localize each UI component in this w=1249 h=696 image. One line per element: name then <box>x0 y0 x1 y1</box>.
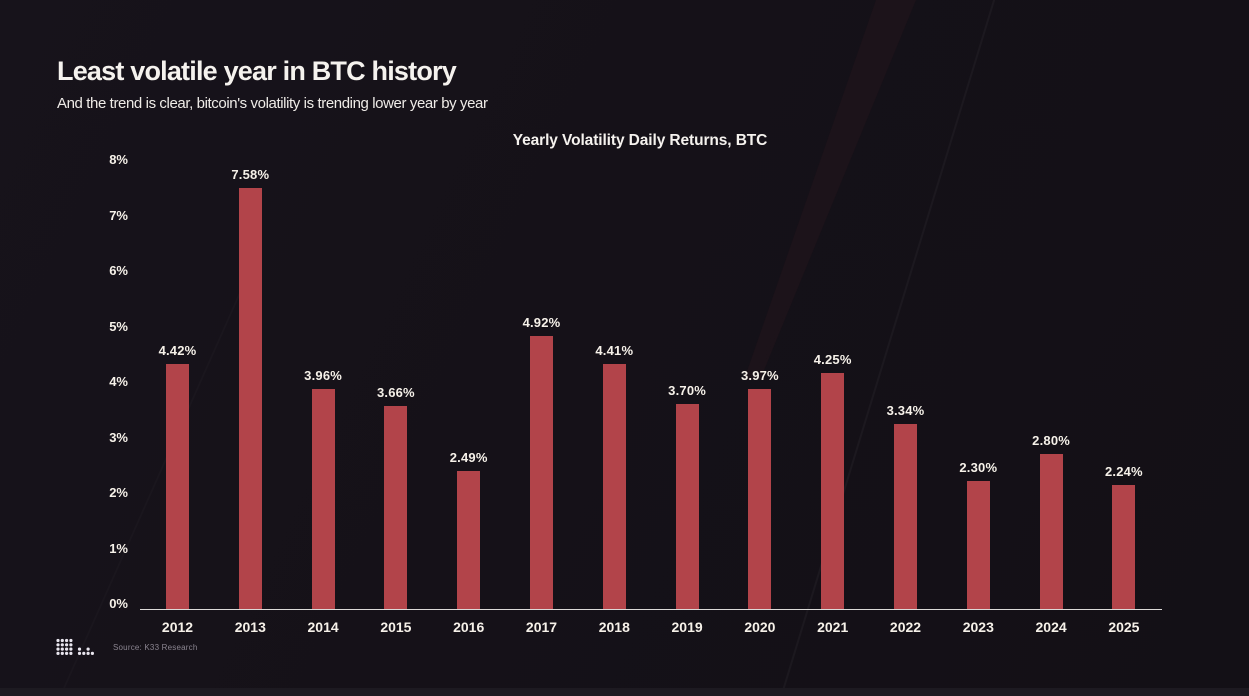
source-credit: Source: K33 Research <box>113 643 198 652</box>
bar-value-label: 4.25% <box>813 352 852 368</box>
bar <box>457 470 481 609</box>
bar-value-label: 2.49% <box>449 449 488 465</box>
bar-value-label: 2.30% <box>959 460 998 476</box>
page-title: Least volatile year in BTC history <box>57 56 457 86</box>
y-tick-label: 1% <box>109 540 128 556</box>
bottom-edge-strip <box>0 688 1249 696</box>
x-tick-label: 2020 <box>744 619 776 635</box>
x-tick-label: 2024 <box>1035 619 1067 635</box>
x-tick-label: 2018 <box>598 619 630 635</box>
x-tick-label: 2025 <box>1108 619 1140 635</box>
bar-value-label: 4.42% <box>158 342 197 358</box>
y-tick-label: 4% <box>109 374 128 389</box>
bar <box>894 423 917 609</box>
bar <box>311 389 335 609</box>
bar <box>675 403 699 609</box>
y-tick-label: 5% <box>109 318 128 334</box>
x-tick-label: 2016 <box>453 619 485 635</box>
bar-value-label: 3.34% <box>886 402 925 418</box>
x-axis-line <box>140 609 1162 610</box>
x-tick-label: 2022 <box>889 619 922 635</box>
bar <box>602 364 626 609</box>
bar-value-label: 4.41% <box>595 343 634 359</box>
x-tick-label: 2021 <box>817 619 849 635</box>
bar-value-label: 2.80% <box>1032 432 1071 448</box>
bar-value-label: 3.97% <box>740 367 779 383</box>
bar <box>748 388 772 609</box>
k33-dot-matrix-logo <box>55 637 97 664</box>
chart-title: Yearly Volatility Daily Returns, BTC <box>512 132 768 149</box>
x-tick-label: 2017 <box>525 619 558 635</box>
bar-value-label: 4.92% <box>522 314 561 330</box>
y-tick-label: 2% <box>109 485 128 500</box>
y-tick-label: 7% <box>109 207 128 223</box>
y-tick-label: 8% <box>109 152 128 167</box>
bar-value-label: 2.24% <box>1104 463 1143 479</box>
bar <box>821 373 845 609</box>
y-tick-label: 6% <box>109 263 128 278</box>
x-tick-label: 2014 <box>307 619 339 635</box>
bar <box>530 335 553 609</box>
x-tick-label: 2023 <box>962 619 994 635</box>
x-tick-label: 2013 <box>234 619 266 635</box>
bar-value-label: 3.96% <box>304 368 343 384</box>
page-subtitle: And the trend is clear, bitcoin's volati… <box>57 95 488 112</box>
bar-value-label: 3.66% <box>376 384 415 400</box>
x-tick-label: 2019 <box>671 619 703 635</box>
y-tick-label: 0% <box>109 596 128 611</box>
bar <box>1112 484 1136 609</box>
bar <box>384 405 408 609</box>
x-tick-label: 2015 <box>380 619 412 635</box>
bar-value-label: 7.58% <box>231 167 270 183</box>
x-tick-label: 2012 <box>161 619 194 635</box>
bar <box>1039 453 1063 609</box>
y-tick-label: 3% <box>109 429 128 445</box>
bar <box>238 188 262 609</box>
bar <box>966 481 990 609</box>
bar-value-label: 3.70% <box>668 382 707 398</box>
bar <box>166 363 189 609</box>
